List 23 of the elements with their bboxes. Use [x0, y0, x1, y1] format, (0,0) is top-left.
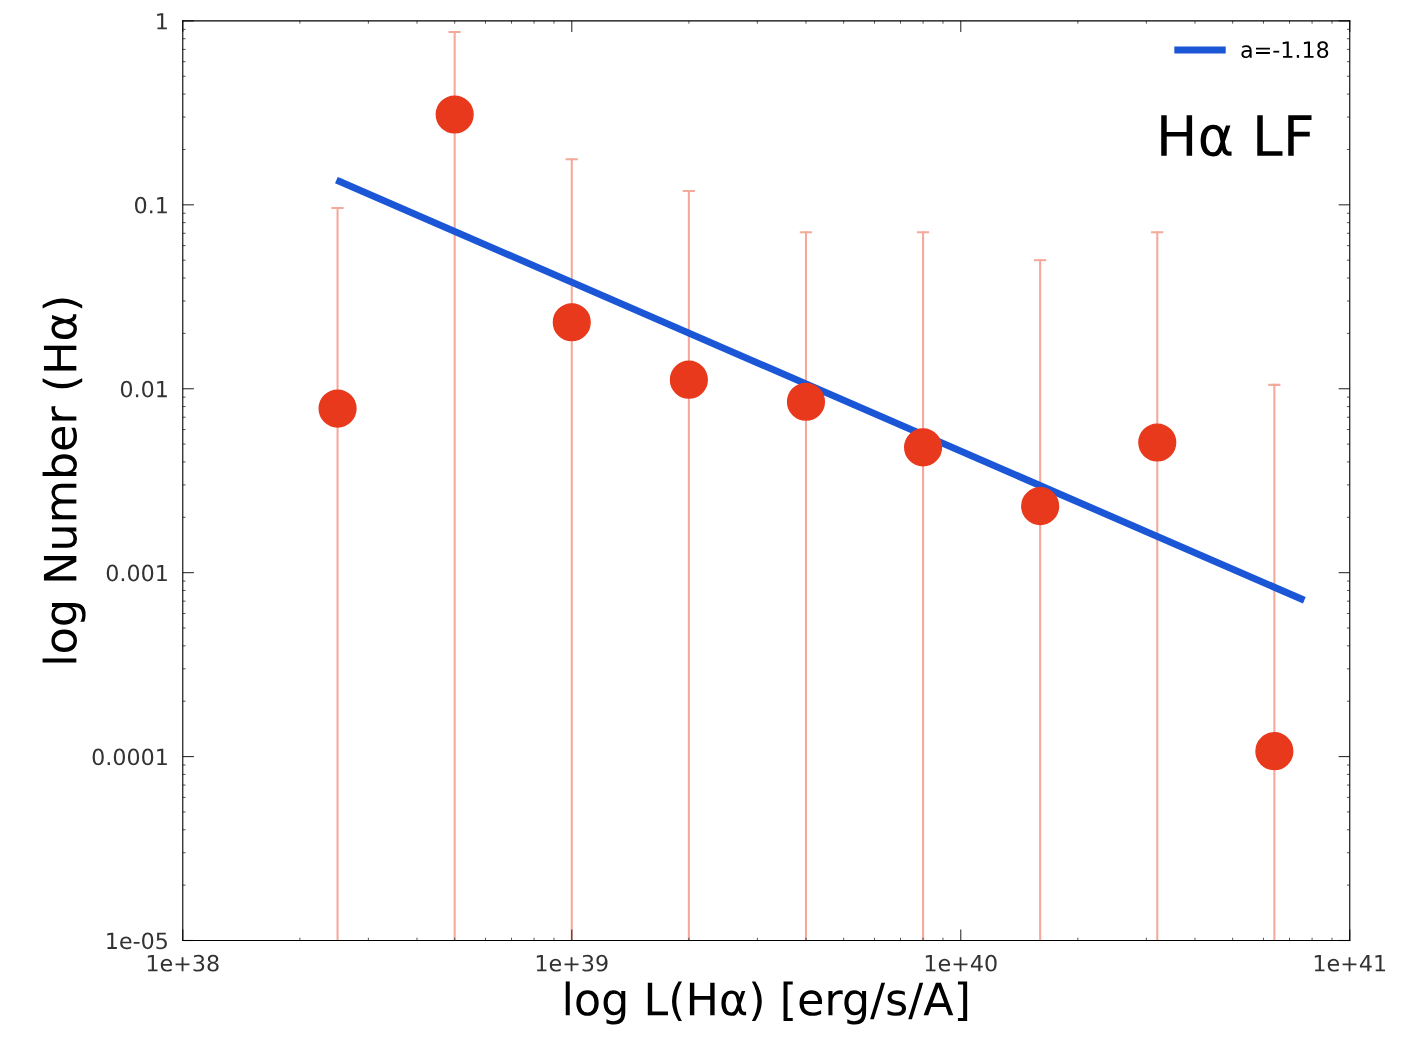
point	[552, 303, 591, 342]
point	[1021, 487, 1060, 526]
point	[435, 95, 474, 134]
point	[904, 428, 943, 467]
point	[318, 389, 357, 428]
y-tick-label: 0.01	[120, 380, 167, 398]
point	[669, 360, 708, 399]
x-tick-label: 1e+41	[1314, 955, 1386, 972]
y-tick-label: 0.001	[106, 564, 167, 582]
y-tick-label: 0.1	[135, 196, 167, 214]
legend-label: a=-1.18	[1241, 41, 1329, 59]
x-axis-title: log L(Hα) [erg/s/A]	[565, 981, 968, 1025]
x-tick-label: 1e+39	[536, 954, 608, 972]
x-tick-label: 1e+38	[147, 954, 219, 972]
annotation: Hα LF	[1161, 115, 1312, 157]
point	[1255, 732, 1294, 771]
point	[786, 382, 826, 421]
x-tick-label: 1e+40	[925, 954, 997, 972]
y-axis-title: log Number (Hα)	[42, 298, 86, 663]
y-tick-label: 1e-05	[107, 932, 167, 950]
y-tick-label: 0.0001	[92, 748, 167, 766]
y-tick-label: 1	[157, 13, 167, 30]
point	[1138, 423, 1177, 462]
